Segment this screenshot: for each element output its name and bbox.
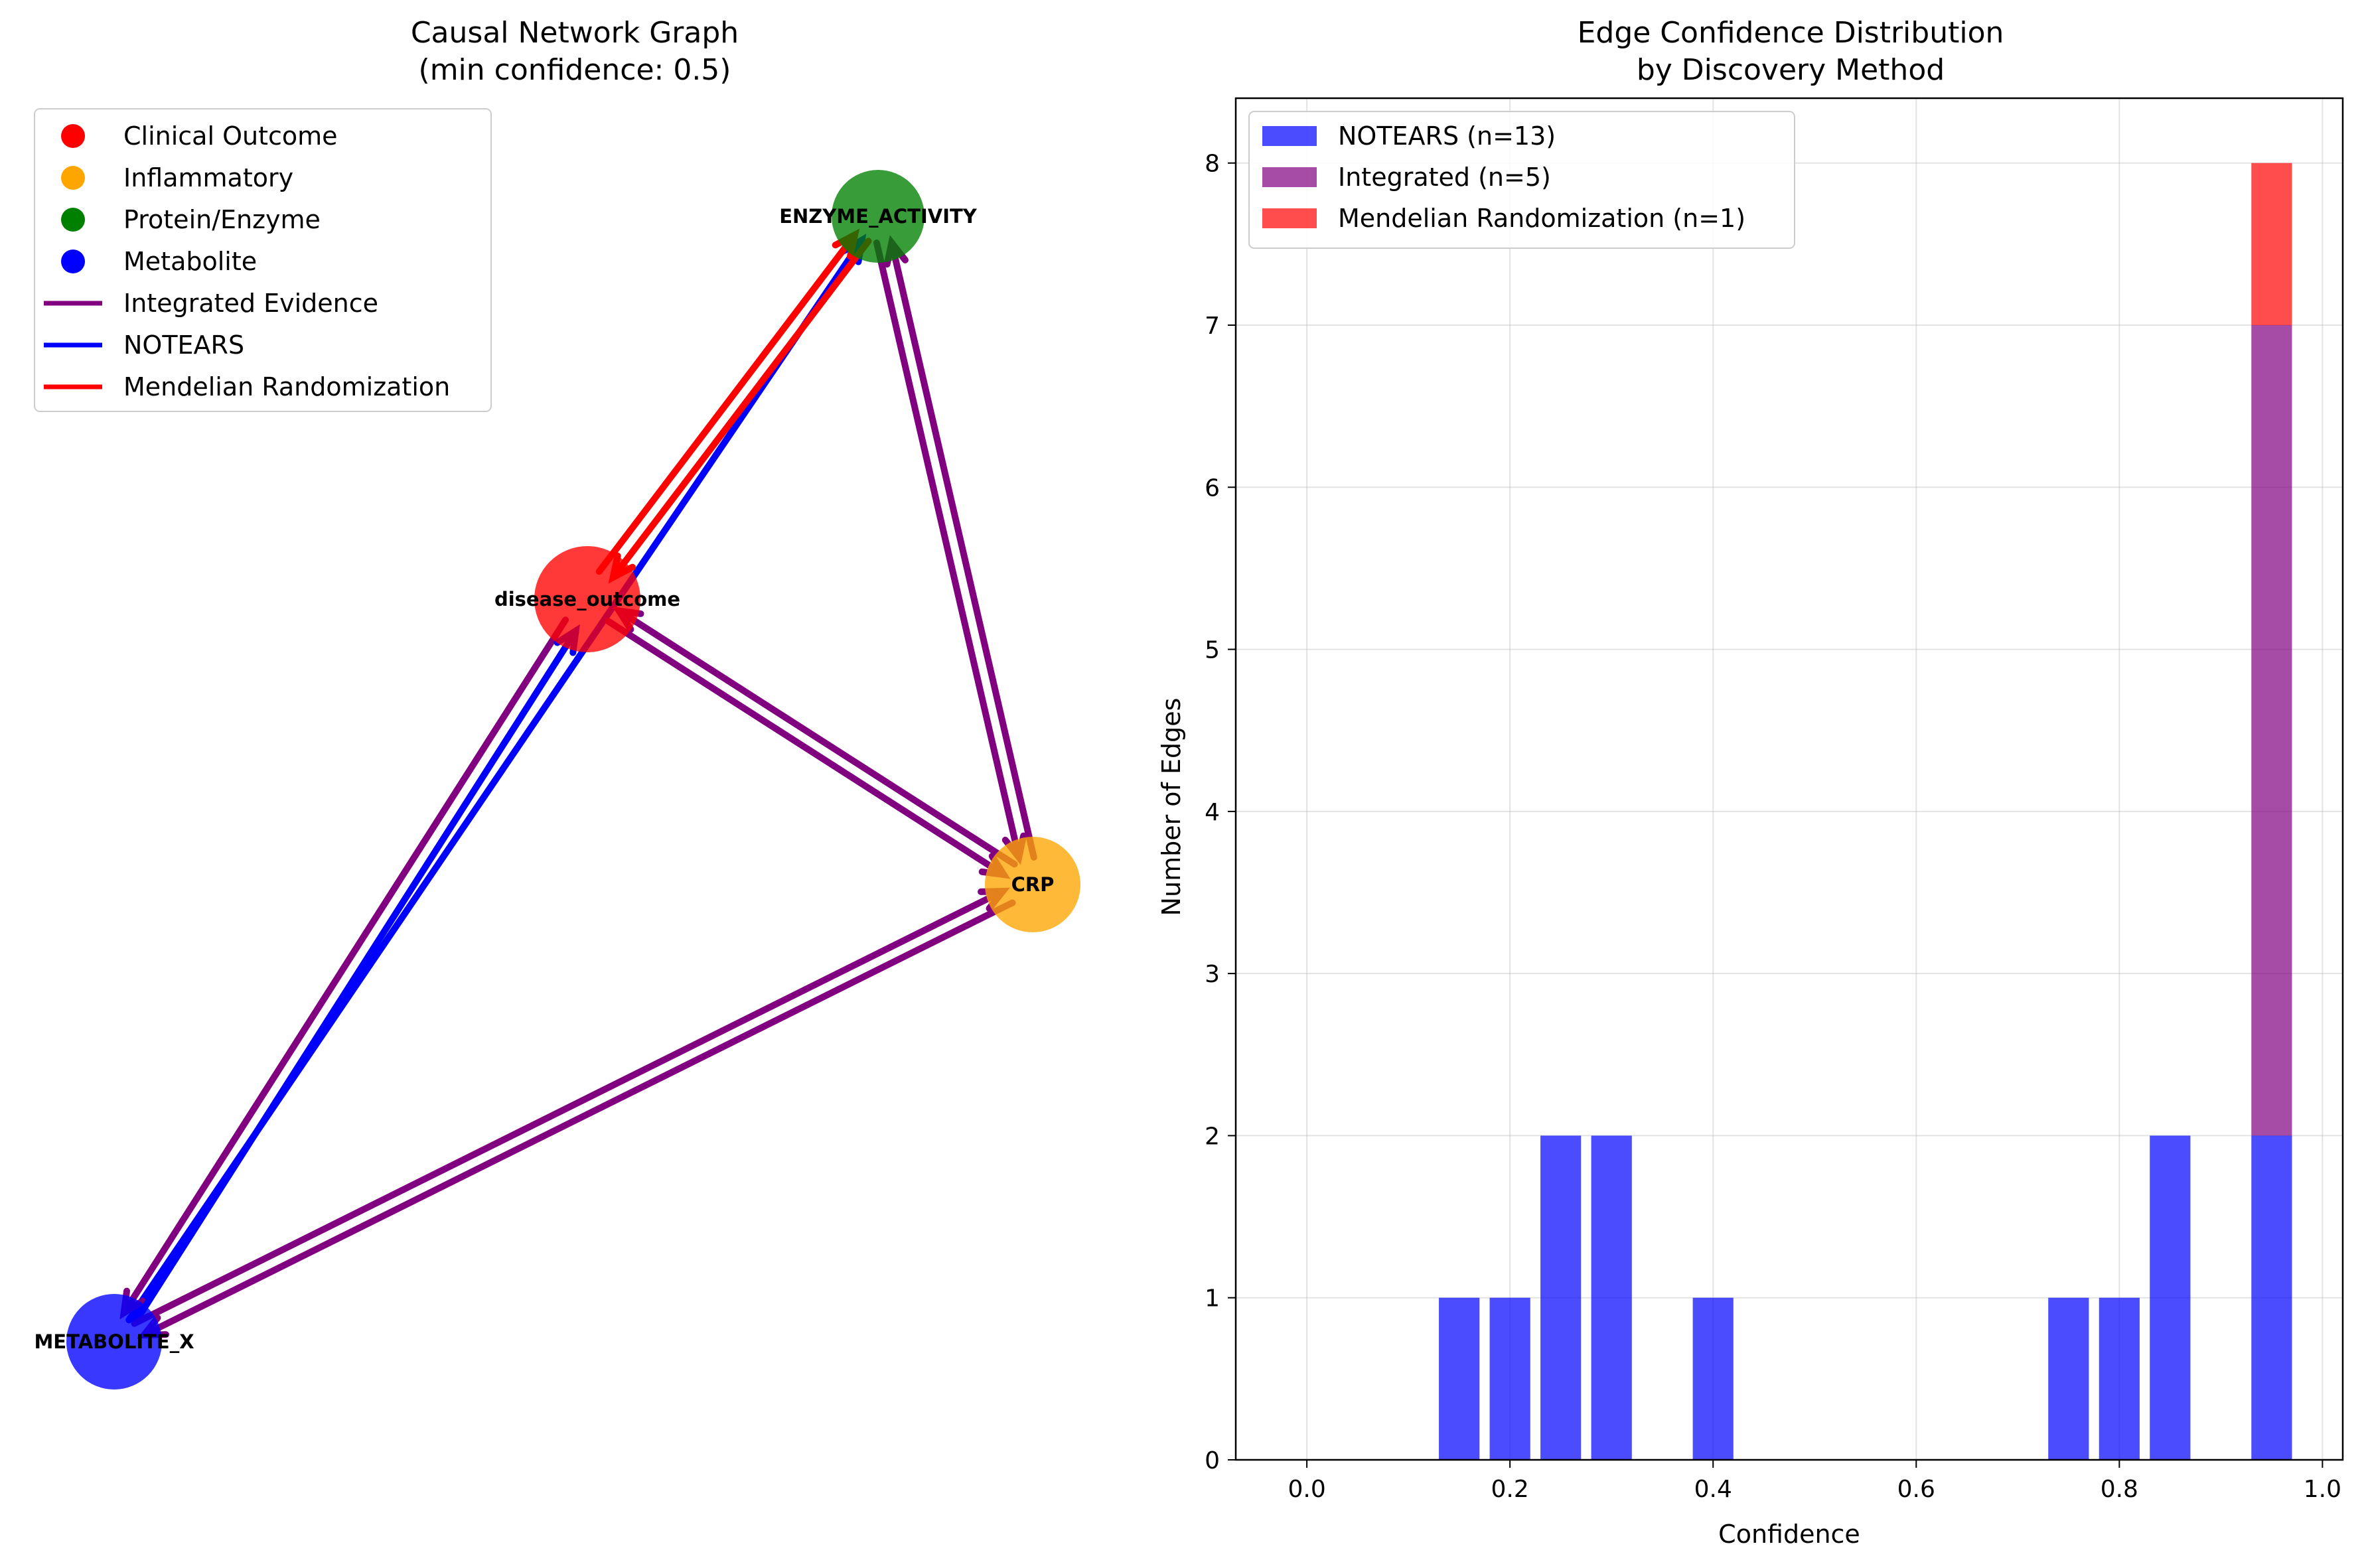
network-node <box>66 1294 162 1390</box>
x-tick-label: 0.6 <box>1897 1476 1935 1503</box>
network-edge <box>131 888 1007 1327</box>
legend-marker <box>61 166 85 190</box>
histogram-legend: NOTEARS (n=13) Integrated (n=5) Mendelian … <box>1248 111 1795 249</box>
network-edge <box>120 616 569 1317</box>
histogram-bar <box>1489 1297 1530 1460</box>
network-node-label: METABOLITE_X <box>34 1330 194 1353</box>
histogram-bar <box>1439 1297 1480 1460</box>
legend-label: NOTEARS (n=13) <box>1338 121 1556 151</box>
legend-swatch <box>1262 126 1317 146</box>
histogram-bar <box>2251 325 2292 1136</box>
network-legend: Clinical Outcome Inflammatory Protein/Enzy… <box>34 108 492 412</box>
histogram-plot-frame <box>1234 97 2344 1461</box>
network-edge <box>609 238 872 581</box>
histogram-x-axis-label: Confidence <box>1718 1520 1860 1549</box>
y-tick-label: 0 <box>1205 1447 1220 1474</box>
histogram-y-axis-label: Number of Edges <box>1157 698 1186 916</box>
network-edge <box>140 899 1016 1338</box>
histogram-title: Edge Confidence Distribution <box>1578 16 2004 50</box>
legend-label: NOTEARS <box>123 330 244 360</box>
y-tick-label: 5 <box>1205 637 1220 664</box>
network-node <box>832 170 924 263</box>
legend-label: Metabolite <box>123 247 257 276</box>
y-tick-label: 8 <box>1205 151 1220 178</box>
network-subtitle: (min confidence: 0.5) <box>419 53 731 87</box>
network-edge <box>605 618 1007 879</box>
y-tick-label: 4 <box>1205 799 1220 826</box>
network-node-label: ENZYME_ACTIVITY <box>779 205 978 228</box>
histogram-bar <box>2150 1135 2191 1460</box>
legend-marker <box>61 124 85 148</box>
histogram-subtitle: by Discovery Method <box>1637 53 1945 87</box>
legend-label: Protein/Enzyme <box>123 205 321 234</box>
legend-label: Integrated Evidence <box>123 289 378 318</box>
network-edge <box>888 239 1037 861</box>
legend-marker <box>61 208 85 232</box>
y-tick-label: 3 <box>1205 961 1220 988</box>
histogram-panel: Edge Confidence Distribution by Discover… <box>1157 16 2344 1549</box>
network-title: Causal Network Graph <box>411 16 739 50</box>
histogram-bar <box>2048 1297 2089 1460</box>
histogram-x-ticks: 0.0 0.2 0.4 0.6 0.8 1.0 <box>1288 1460 2341 1503</box>
x-tick-label: 0.4 <box>1694 1476 1732 1503</box>
network-panel: Causal Network Graph (min confidence: 0.… <box>34 16 1080 1390</box>
network-node <box>534 546 640 652</box>
network-node-label: disease_outcome <box>494 588 680 610</box>
network-node <box>985 837 1080 932</box>
histogram-bar <box>2251 1135 2292 1460</box>
network-edge <box>615 607 1018 868</box>
x-tick-label: 0.2 <box>1491 1476 1529 1503</box>
legend-swatch <box>1262 167 1317 187</box>
histogram-bar <box>1692 1297 1734 1460</box>
histogram-bar <box>1591 1135 1632 1460</box>
legend-swatch <box>1262 208 1317 228</box>
histogram-bar <box>1540 1135 1582 1460</box>
histogram-bars <box>1439 163 2292 1460</box>
y-tick-label: 2 <box>1205 1123 1220 1150</box>
histogram-legend-frame <box>1248 111 1795 249</box>
x-tick-label: 1.0 <box>2304 1476 2341 1503</box>
network-edge <box>131 627 579 1327</box>
histogram-bar <box>2099 1297 2140 1460</box>
network-edge <box>595 231 858 575</box>
y-tick-label: 7 <box>1205 313 1220 340</box>
x-tick-label: 0.8 <box>2101 1476 2138 1503</box>
legend-label: Inflammatory <box>123 163 293 192</box>
histogram-bar <box>2251 163 2292 325</box>
histogram-y-ticks: 0 1 2 3 4 5 6 7 8 <box>1205 151 1236 1474</box>
legend-label: Mendelian Randomization <box>123 372 450 401</box>
network-edge <box>873 239 1023 861</box>
y-tick-label: 6 <box>1205 474 1220 502</box>
legend-label: Clinical Outcome <box>123 121 338 151</box>
legend-marker <box>61 249 85 273</box>
network-node-label: CRP <box>1011 873 1055 896</box>
x-tick-label: 0.0 <box>1288 1476 1325 1503</box>
network-nodes: ENZYME_ACTIVITY disease_outcome CRP METABOL… <box>34 170 1080 1390</box>
y-tick-label: 1 <box>1205 1285 1220 1313</box>
legend-label: Mendelian Randomization (n=1) <box>1338 204 1745 233</box>
legend-label: Integrated (n=5) <box>1338 163 1551 192</box>
network-legend-frame <box>34 108 492 412</box>
